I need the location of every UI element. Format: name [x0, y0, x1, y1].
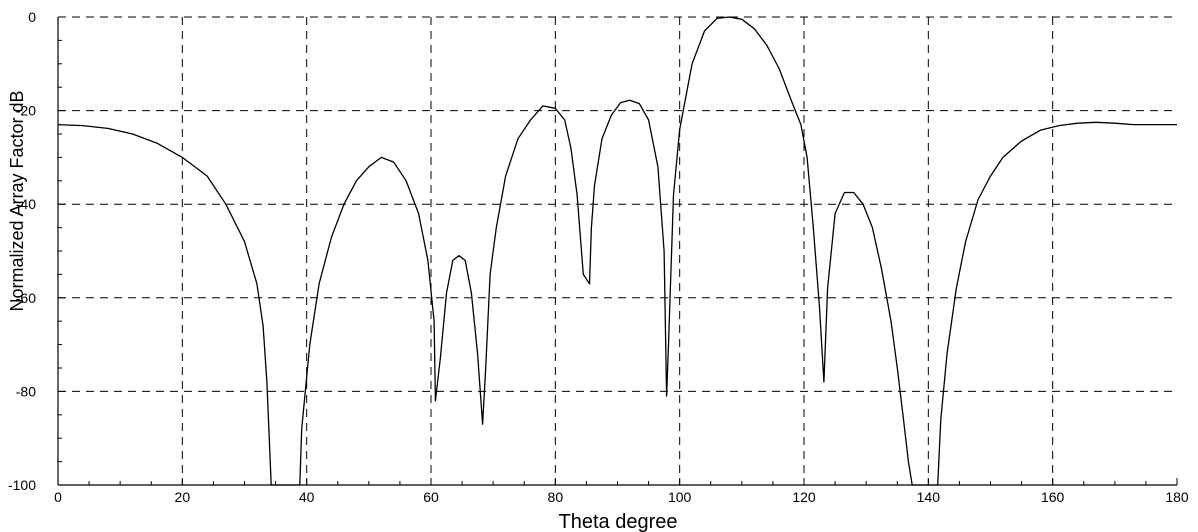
x-tick-label: 160 — [1041, 489, 1065, 505]
x-tick-label: 0 — [54, 489, 62, 505]
y-tick-label: -60 — [16, 290, 36, 306]
x-tick-label: 40 — [299, 489, 315, 505]
x-tick-label: 120 — [792, 489, 816, 505]
x-tick-label: 20 — [175, 489, 191, 505]
y-tick-label: -80 — [16, 383, 36, 399]
y-tick-label: -20 — [16, 103, 36, 119]
y-tick-label: -100 — [8, 477, 36, 493]
plot-frame-layer — [57, 16, 1178, 486]
series-line — [57, 16, 1177, 486]
y-tick-label: 0 — [28, 9, 36, 25]
x-tick-label: 60 — [423, 489, 439, 505]
x-axis-title: Theta degree — [559, 511, 678, 532]
grid-layer — [58, 16, 1177, 485]
x-tick-label: 180 — [1165, 489, 1189, 505]
tick-layer: 0 20 40 60 80 100 120 140 160 180 0 -20 -40 -60 -80 -10… — [8, 9, 1189, 505]
x-tick-label: 140 — [917, 489, 941, 505]
series-layer — [57, 16, 1177, 486]
x-tick-label: 100 — [668, 489, 692, 505]
y-axis-title: Normalized Array Factor dB — [7, 90, 27, 311]
x-tick-label: 80 — [548, 489, 564, 505]
y-tick-label: -40 — [16, 196, 36, 212]
